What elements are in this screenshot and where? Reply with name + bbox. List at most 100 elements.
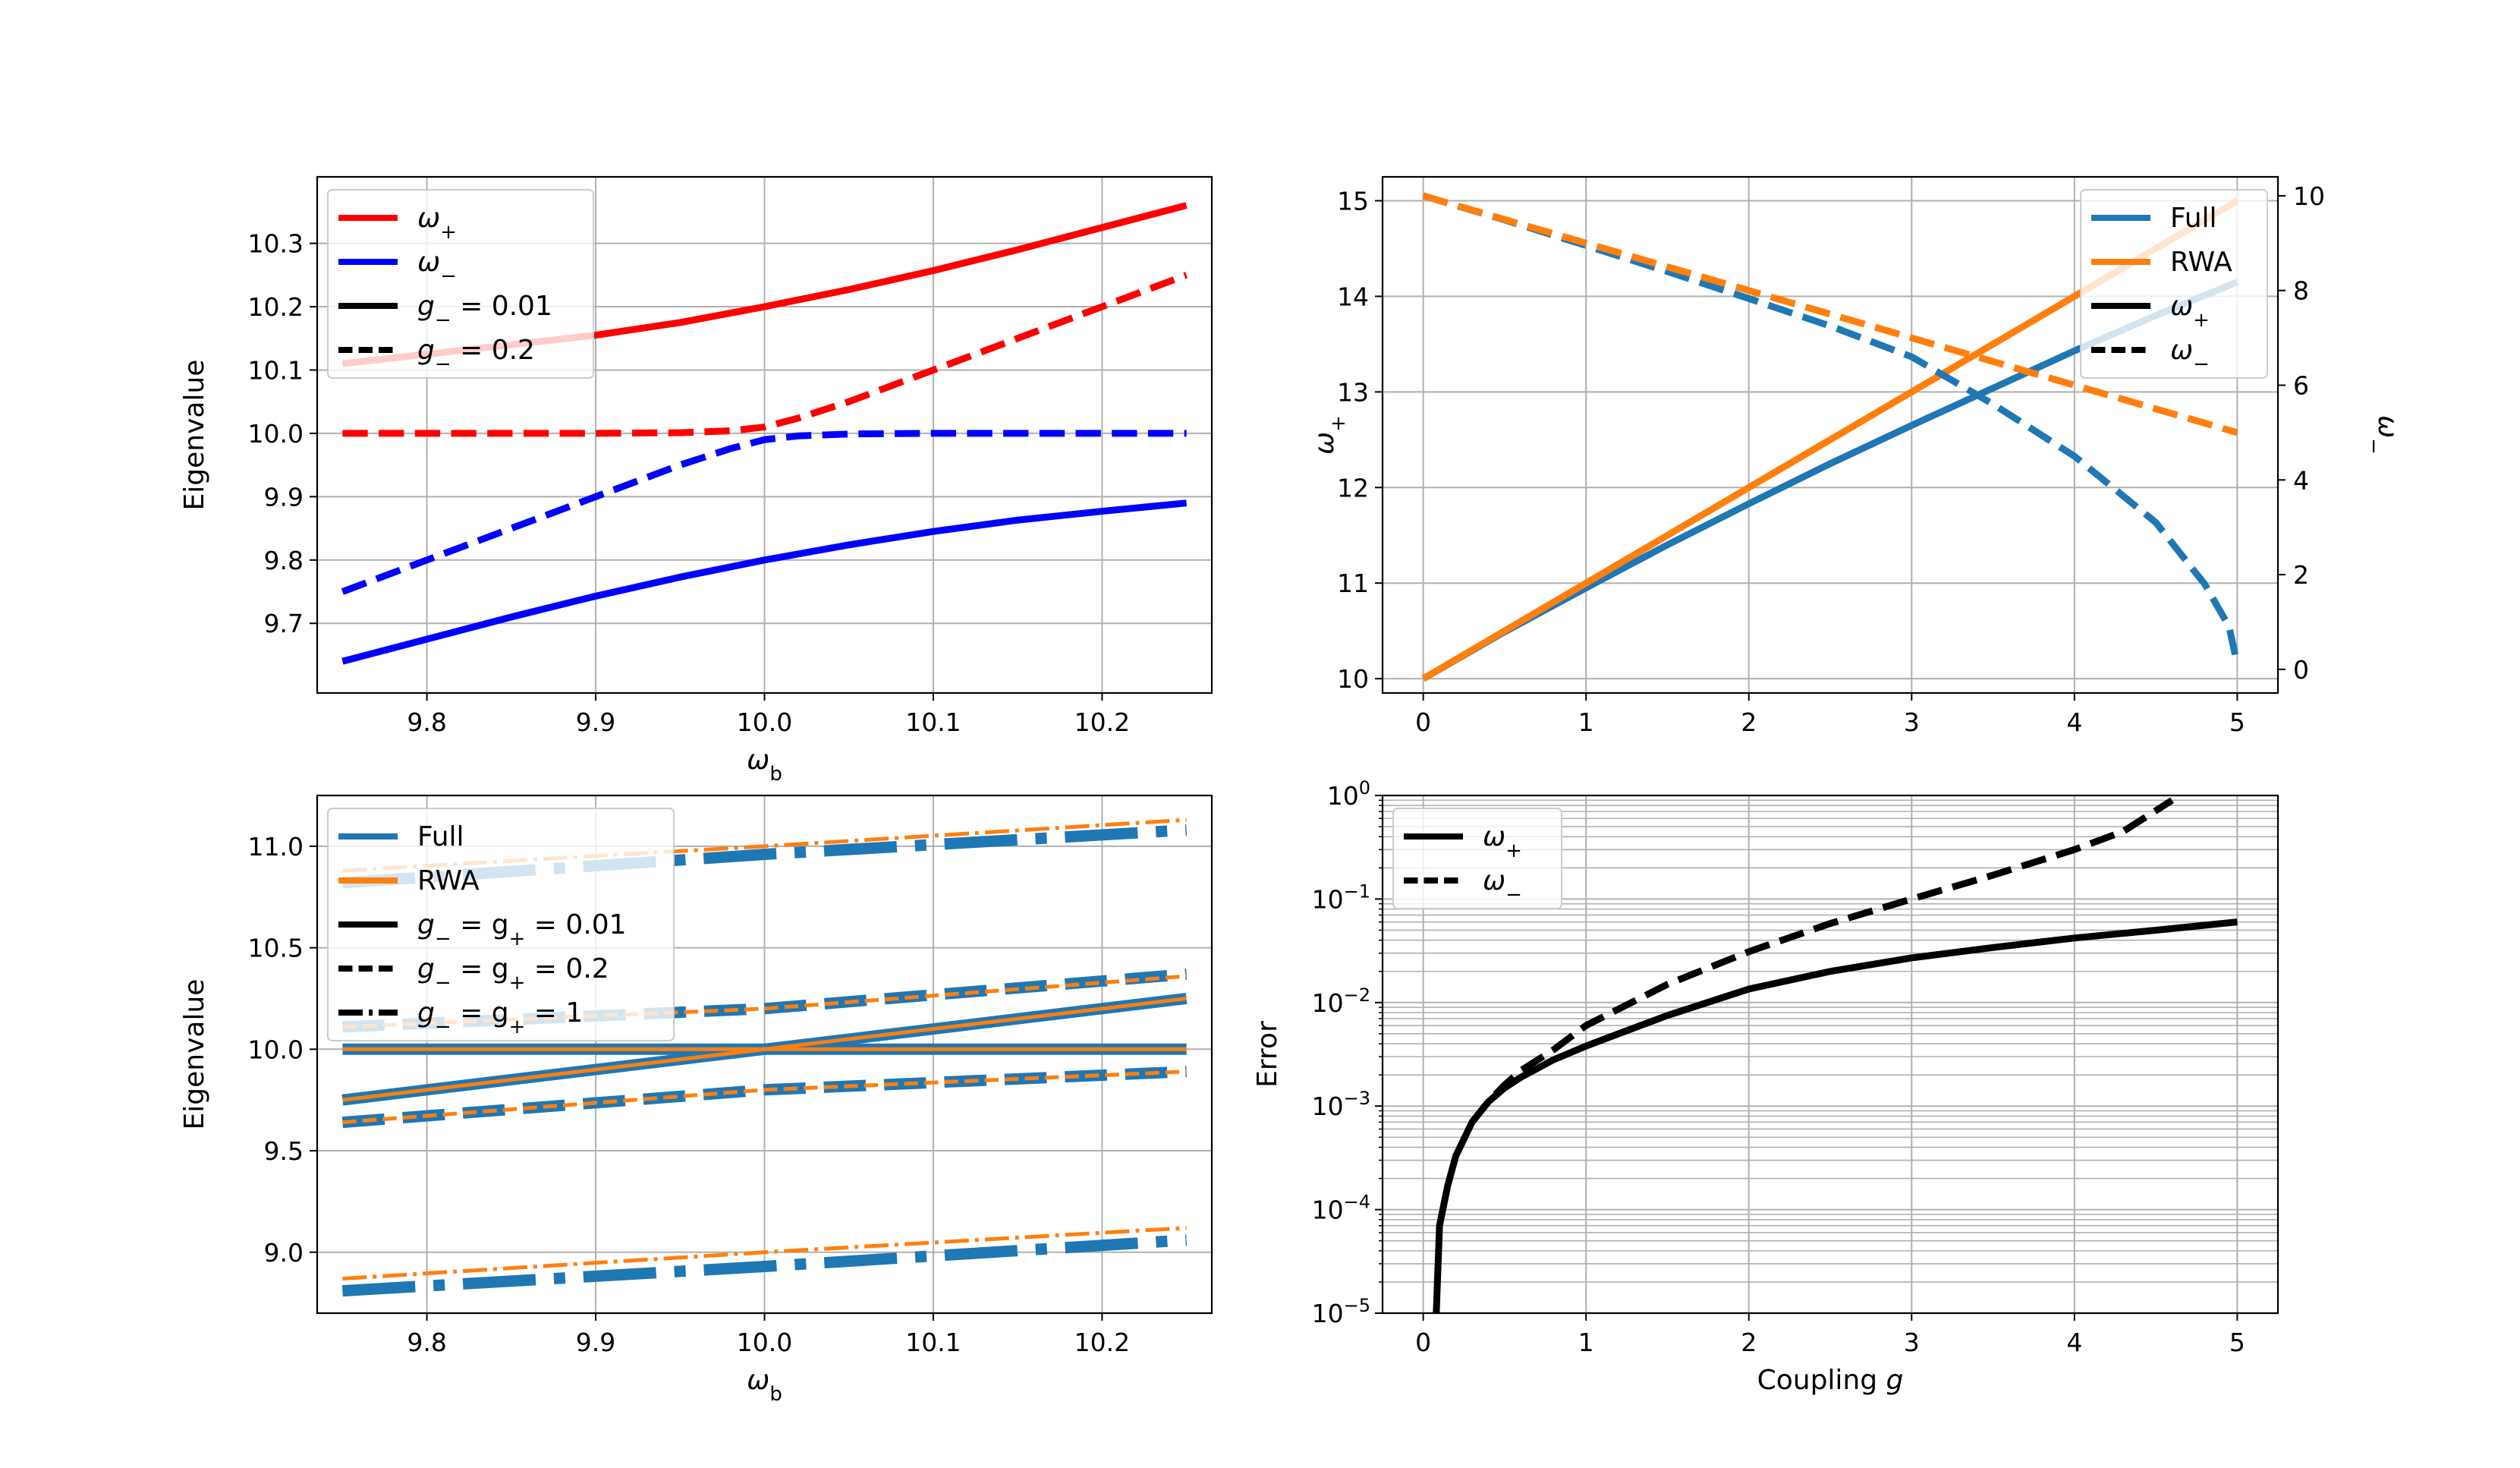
panel-top-left: 9.8 9.9 10.0 10.1 10.2 9.7 9.8 9.9 10.0 10.1 10.2 1… bbox=[179, 175, 1213, 786]
panel-bottom-left: 9.8 9.9 10.0 10.1 10.2 9.0 9.5 10.0 10.5 11.0 ωb Ei… bbox=[179, 794, 1213, 1406]
series-line bbox=[1422, 192, 2241, 666]
x-tick-label: 9.9 bbox=[576, 1328, 615, 1357]
series-line bbox=[341, 499, 1188, 665]
series-line bbox=[1433, 918, 2238, 1313]
x-tick-label: 9.9 bbox=[576, 707, 615, 737]
x-tick-label: 1 bbox=[1578, 707, 1594, 737]
x-tick-label: 4 bbox=[2066, 1328, 2082, 1357]
y-tick-label: 10 bbox=[1337, 664, 1369, 694]
legend-box bbox=[2080, 189, 2268, 379]
x-tick-label: 9.8 bbox=[407, 707, 446, 737]
y-tick-label: 10.1 bbox=[248, 355, 304, 385]
legend-box bbox=[327, 189, 594, 379]
legend-label: g− = g+ = 1 bbox=[417, 997, 583, 1038]
y-tick-label: 10.2 bbox=[248, 292, 304, 322]
y-tick-label: 10.0 bbox=[248, 1035, 304, 1064]
y-tick-label: 9.9 bbox=[264, 482, 304, 512]
y-tick-label: 9.0 bbox=[264, 1238, 304, 1268]
x-tick-label: 10.1 bbox=[905, 707, 961, 737]
y-axis-label: ω+ bbox=[1309, 415, 1350, 455]
y-tick-label: 100 bbox=[1327, 777, 1370, 811]
x-tick-label: 4 bbox=[2066, 707, 2082, 737]
series-line bbox=[341, 430, 1187, 595]
y-tick-label: 9.8 bbox=[264, 546, 304, 575]
x-tick-label: 0 bbox=[1415, 707, 1431, 737]
y-axis-label: Eigenvalue bbox=[179, 979, 210, 1130]
grid bbox=[1383, 177, 2278, 693]
legend-box bbox=[327, 808, 675, 1041]
series-line bbox=[342, 1069, 1187, 1125]
legend-label: Full bbox=[417, 821, 464, 852]
legend: ω+ω− bbox=[1392, 808, 1562, 909]
y-tick-label: 10.3 bbox=[248, 229, 304, 259]
axes-frame bbox=[1381, 175, 2279, 695]
y-right-tick-label: 10 bbox=[2293, 181, 2325, 211]
series-line bbox=[342, 1226, 1187, 1281]
y-tick-label: 10−4 bbox=[1312, 1192, 1370, 1225]
axes-frame bbox=[1381, 794, 2279, 1315]
y-tick-label: 14 bbox=[1337, 282, 1369, 311]
legend-label: Full bbox=[2170, 203, 2217, 234]
panel-bottom-right: 0 1 2 3 4 5 10−5 10−4 10−3 10−2 10−1 100 Coupling g E… bbox=[1252, 777, 2279, 1396]
legend: Full RWA ω+ω− bbox=[2080, 189, 2268, 379]
x-tick-label: 1 bbox=[1578, 1328, 1594, 1357]
legend-label: ω− bbox=[2170, 335, 2210, 376]
series-line bbox=[1422, 192, 2238, 436]
legend-label: ω+ bbox=[417, 203, 457, 244]
legend-label: g− = 0.2 bbox=[417, 335, 535, 376]
legend: ω+ω−g− = 0.01g− = 0.2 bbox=[327, 189, 594, 379]
x-tick-label: 3 bbox=[1904, 1328, 1920, 1357]
y-tick-label: 10−3 bbox=[1312, 1088, 1370, 1121]
y-tick-label: 10−1 bbox=[1312, 880, 1370, 914]
x-tick-label: 5 bbox=[2229, 707, 2245, 737]
x-tick-label: 0 bbox=[1415, 1328, 1431, 1357]
x-axis-label: ωb bbox=[747, 745, 782, 786]
legend-label: RWA bbox=[2170, 247, 2232, 278]
x-tick-label: 2 bbox=[1741, 1328, 1757, 1357]
x-tick-label: 5 bbox=[2229, 1328, 2245, 1357]
y-tick-label: 9.5 bbox=[264, 1136, 304, 1166]
y-right-tick-label: 4 bbox=[2293, 465, 2309, 495]
legend-label: g− = 0.01 bbox=[417, 291, 552, 332]
y-axis-label: Error bbox=[1252, 1021, 1283, 1088]
legend-label: g− = g+ = 0.2 bbox=[417, 953, 609, 994]
legend-label: ω+ bbox=[2170, 291, 2210, 332]
y-tick-label: 9.7 bbox=[264, 609, 304, 638]
x-tick-label: 9.8 bbox=[407, 1328, 446, 1357]
x-tick-label: 10.2 bbox=[1074, 707, 1130, 737]
x-tick-label: 2 bbox=[1741, 707, 1757, 737]
series-line bbox=[341, 1234, 1188, 1297]
x-axis-label: ωb bbox=[747, 1365, 782, 1406]
legend-label: ω+ bbox=[1483, 821, 1522, 862]
y-right-tick-label: 2 bbox=[2293, 560, 2309, 590]
x-tick-label: 10.1 bbox=[905, 1328, 961, 1357]
series-line bbox=[342, 996, 1187, 1102]
legend: Full RWA g− = g+ = 0.01g− = g+ = 0.2g− = g… bbox=[327, 808, 675, 1041]
y-right-axis-label: ω− bbox=[2362, 415, 2403, 455]
y-right-tick-label: 6 bbox=[2293, 371, 2309, 401]
x-tick-label: 3 bbox=[1904, 707, 1920, 737]
y-tick-label: 10−5 bbox=[1312, 1295, 1370, 1328]
y-tick-label: 10.5 bbox=[248, 934, 304, 963]
legend-box bbox=[1392, 808, 1562, 909]
y-tick-label: 11 bbox=[1337, 569, 1369, 598]
y-right-tick-label: 0 bbox=[2293, 655, 2309, 685]
y-tick-label: 13 bbox=[1337, 377, 1369, 407]
legend-label: ω− bbox=[1483, 865, 1522, 906]
series-line bbox=[1469, 797, 2174, 1125]
y-right-tick-label: 8 bbox=[2293, 276, 2309, 306]
y-tick-label: 12 bbox=[1337, 473, 1369, 502]
legend-label: RWA bbox=[417, 865, 480, 896]
series-line bbox=[342, 272, 1188, 437]
x-tick-label: 10.2 bbox=[1074, 1328, 1130, 1357]
y-tick-label: 10−2 bbox=[1312, 984, 1370, 1018]
legend-label: g− = g+ = 0.01 bbox=[417, 909, 627, 950]
x-tick-label: 10.0 bbox=[737, 707, 792, 737]
x-axis-label: Coupling g bbox=[1757, 1365, 1904, 1396]
x-tick-label: 10.0 bbox=[737, 1328, 792, 1357]
y-axis-label: Eigenvalue bbox=[179, 360, 210, 511]
y-tick-label: 11.0 bbox=[248, 832, 304, 862]
legend-label: ω− bbox=[417, 247, 457, 288]
